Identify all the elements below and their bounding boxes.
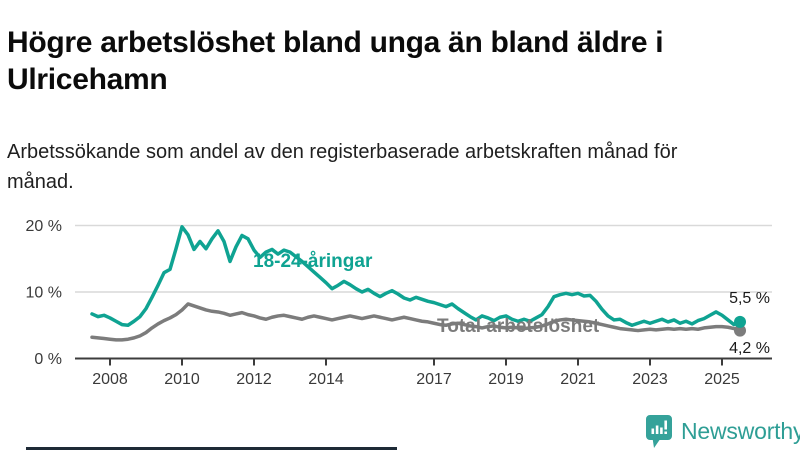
- chart-title: Högre arbetslöshet bland unga än bland ä…: [7, 26, 664, 97]
- y-tick-label: 10 %: [26, 285, 62, 302]
- series-end-dot-18-24-aringar: [734, 315, 747, 328]
- brand-name: Newsworthy: [681, 418, 800, 444]
- end-value-label-total: 4,2 %: [729, 340, 770, 357]
- y-tick-label: 0 %: [34, 351, 62, 368]
- bottom-accent-bar: [26, 447, 397, 450]
- newsworthy-logo: Newsworthy: [646, 415, 800, 448]
- series-line-18-24-aringar: [90, 225, 742, 327]
- series-label-18-24: 18-24-åringar: [253, 251, 373, 272]
- x-tick-label: 2023: [632, 371, 668, 388]
- x-tick-label: 2012: [236, 371, 272, 388]
- series-label-total: Total arbetslöshet: [437, 316, 600, 337]
- x-tick-label: 2010: [164, 371, 200, 388]
- end-value-label-18-24: 5,5 %: [729, 290, 770, 307]
- series-end-dot-total-arbetsloshet: [734, 324, 747, 337]
- x-tick-label: 2025: [704, 371, 740, 388]
- x-tick-label: 2021: [560, 371, 596, 388]
- bar-chart-speech-bubble-icon: [646, 415, 672, 448]
- series-line-total-arbetsloshet: [90, 302, 742, 342]
- x-tick-label: 2008: [92, 371, 128, 388]
- x-tick-label: 2019: [488, 371, 524, 388]
- x-tick-label: 2017: [416, 371, 452, 388]
- chart-subtitle: Arbetssökande som andel av den registerb…: [7, 141, 678, 193]
- y-tick-label: 20 %: [26, 218, 62, 235]
- x-tick-label: 2014: [308, 371, 344, 388]
